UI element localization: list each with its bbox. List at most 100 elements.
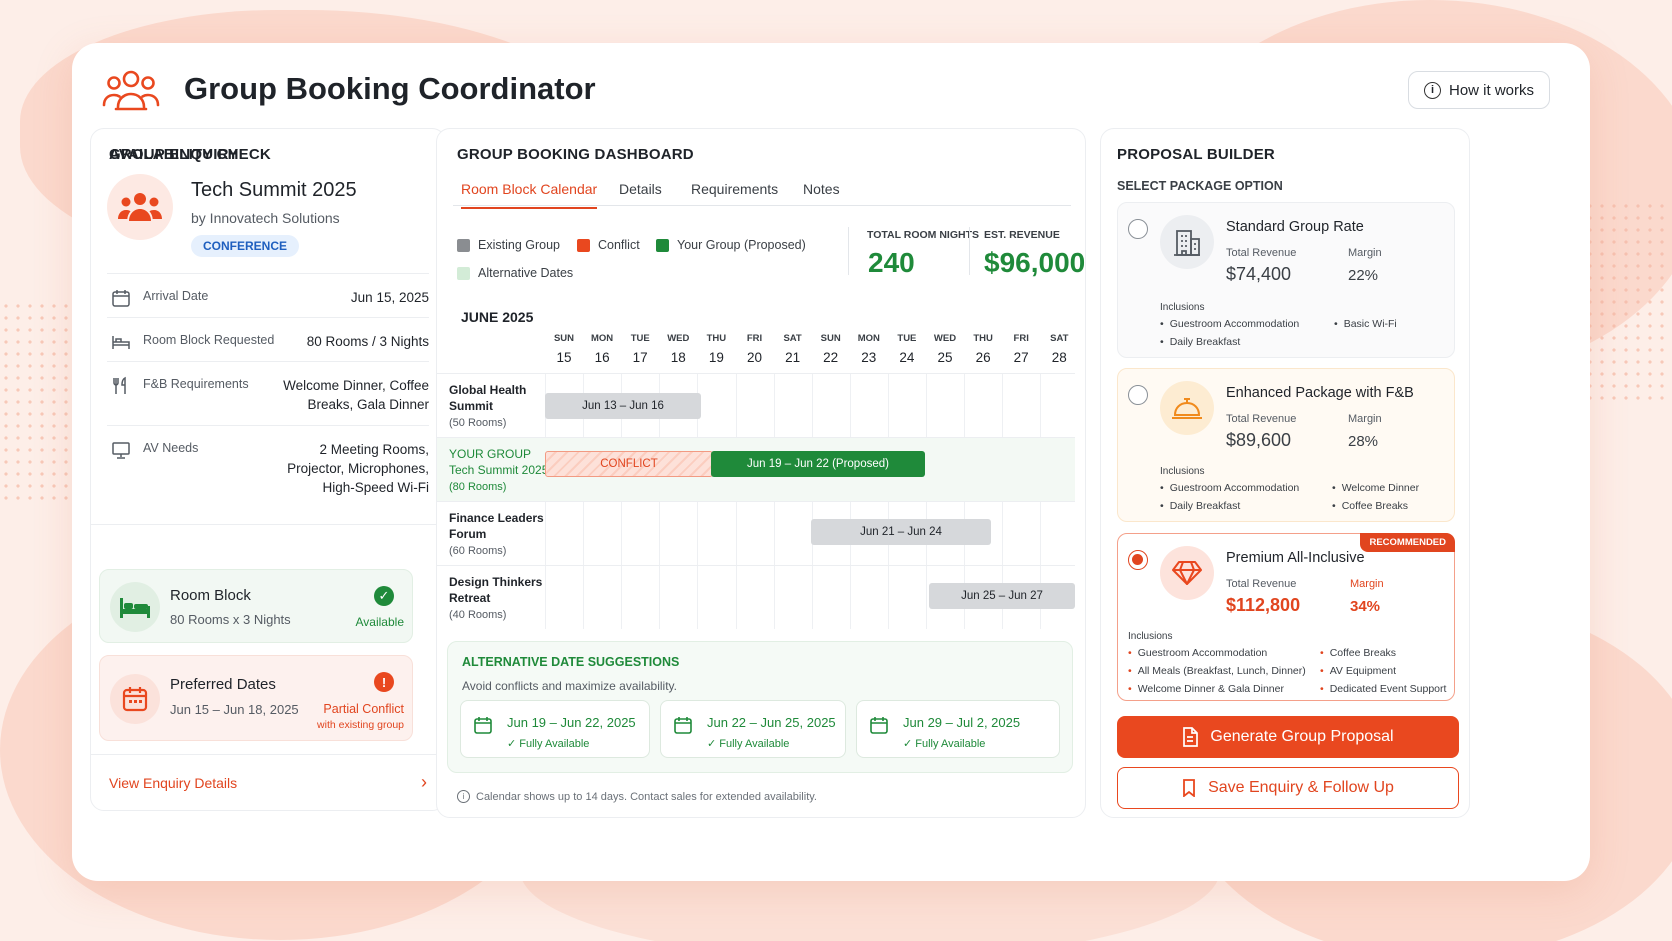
day-of-week: THU [706,333,727,344]
calendar-day-header: THU 19 [697,333,735,365]
preferred-dates-availability: Preferred Dates Jun 15 – Jun 18, 2025 ! … [99,655,413,741]
alternative-date-option[interactable]: Jun 19 – Jun 22, 2025 ✓ Fully Available [460,700,650,758]
legend-alternative: Alternative Dates [457,266,573,280]
calendar-day-header: FRI 20 [736,333,774,365]
proposed-booking-bar[interactable]: Jun 19 – Jun 22 (Proposed) [711,451,925,477]
tab-requirements[interactable]: Requirements [691,181,779,197]
fnb-label: F&B Requirements [143,377,249,391]
how-it-works-button[interactable]: i How it works [1408,71,1550,109]
inclusion-item: Dedicated Event Support [1320,683,1447,695]
bookmark-icon [1183,779,1195,797]
fork-knife-icon [113,376,126,394]
inclusion-item: All Meals (Breakfast, Lunch, Dinner) [1128,665,1306,677]
margin-value: 22% [1348,267,1379,284]
package-premium[interactable]: RECOMMENDED Premium All-Inclusive Total … [1117,533,1455,701]
calendar-month: JUNE 2025 [461,309,534,325]
page-title: Group Booking Coordinator [184,71,596,106]
calendar-day-header: SUN 22 [812,333,850,365]
calendar-icon [870,717,888,734]
conflict-bar[interactable]: CONFLICT [545,451,713,477]
preferred-dates-detail: Jun 15 – Jun 18, 2025 [170,702,299,717]
group-name: Global Health Summit [449,383,527,413]
day-number: 28 [1051,350,1067,365]
day-of-week: THU [973,333,993,344]
service-bell-icon [1160,381,1214,435]
day-number: 25 [937,350,953,365]
av-needs-row: AV Needs 2 Meeting Rooms, Projector, Mic… [107,425,429,509]
package-standard[interactable]: Standard Group Rate Total Revenue $74,40… [1117,202,1455,358]
calendar-day-header: TUE 24 [888,333,926,365]
group-name: Finance Leaders Forum [449,511,544,541]
inclusion-item: AV Equipment [1320,665,1396,677]
revenue-value: $96,000 [984,247,1086,278]
package-name: Standard Group Rate [1226,219,1364,235]
inclusions-label: Inclusions [1160,302,1205,313]
tab-notes[interactable]: Notes [803,181,840,197]
calendar-day-header: THU 26 [964,333,1002,365]
alert-icon: ! [374,672,394,692]
building-icon [1160,215,1214,269]
package-radio[interactable] [1128,385,1148,405]
day-number: 15 [556,350,572,365]
room-block-row: Room Block Requested 80 Rooms / 3 Nights [107,317,429,361]
day-number: 26 [975,350,991,365]
diamond-icon [1160,546,1214,600]
alternative-status: ✓ Fully Available [903,738,986,750]
view-enquiry-details-link[interactable]: View Enquiry Details › [91,754,445,810]
generate-proposal-button[interactable]: Generate Group Proposal [1117,716,1459,758]
alternative-dates-title: ALTERNATIVE DATE SUGGESTIONS [462,655,680,669]
availability-title: AVAILABILITY CHECK [109,146,271,163]
margin-label: Margin [1350,578,1384,590]
group-enquiry-title: GROUP ENQUIRY [109,146,239,163]
legend-conflict: Conflict [577,238,640,252]
dashboard-title: GROUP BOOKING DASHBOARD [457,146,694,163]
monitor-icon [112,442,130,459]
revenue-value: $89,600 [1226,430,1292,450]
proposal-builder-panel: PROPOSAL BUILDER SELECT PACKAGE OPTION S… [1100,128,1470,818]
calendar-day-header: FRI 27 [1002,333,1040,365]
save-enquiry-button[interactable]: Save Enquiry & Follow Up [1117,767,1459,809]
group-rooms: (40 Rooms) [449,609,507,621]
booking-bar-finance-leaders[interactable]: Jun 21 – Jun 24 [811,519,991,545]
tab-room-block-calendar[interactable]: Room Block Calendar [461,181,598,209]
inclusion-item: Coffee Breaks [1320,647,1396,659]
inclusion-item: Coffee Breaks [1332,500,1408,512]
day-of-week: WED [933,333,957,344]
group-name: Design Thinkers Retreat [449,575,543,605]
package-enhanced[interactable]: Enhanced Package with F&B Total Revenue … [1117,368,1455,522]
dashboard-tabs: Room Block Calendar Details Requirements… [453,174,1071,209]
your-group-label: YOUR GROUP [449,447,532,461]
booking-bar-design-thinkers[interactable]: Jun 25 – Jun 27 [929,583,1075,609]
calendar-row-your-group: YOUR GROUP Tech Summit 2025 (80 Rooms) CON… [437,437,1075,501]
legend-existing: Existing Group [457,238,560,252]
day-number: 17 [632,350,648,365]
day-of-week: WED [667,333,690,344]
day-number: 27 [1013,350,1029,365]
fnb-value: Welcome Dinner, Coffee Breaks, Gala Dinn… [283,378,429,412]
alternative-date-option[interactable]: Jun 22 – Jun 25, 2025 ✓ Fully Available [660,700,846,758]
day-of-week: MON [591,333,614,344]
tab-details[interactable]: Details [619,181,662,197]
day-of-week: TUE [897,333,917,344]
calendar-day-header: MON 16 [583,333,621,365]
margin-value: 34% [1350,598,1381,615]
day-of-week: SUN [820,333,841,344]
alternative-dates: Jun 19 – Jun 22, 2025 [507,715,636,730]
event-name: Tech Summit 2025 [191,179,357,201]
event-avatar [107,174,173,240]
revenue-label: EST. REVENUE [984,229,1060,241]
package-radio[interactable] [1128,219,1148,239]
booking-bar-global-health[interactable]: Jun 13 – Jun 16 [545,393,701,419]
calendar-day-header: WED 25 [926,333,964,365]
dashboard-panel: GROUP BOOKING DASHBOARD Room Block Calen… [436,128,1086,818]
room-nights-label: TOTAL ROOM NIGHTS [867,229,979,241]
select-package-label: SELECT PACKAGE OPTION [1117,179,1283,193]
day-number: 19 [708,350,724,365]
day-of-week: SAT [1050,333,1069,344]
day-of-week: MON [857,333,880,344]
day-number: 21 [785,350,801,365]
package-radio-selected[interactable] [1128,550,1148,570]
group-name: Tech Summit 2025 [449,463,549,477]
alternative-date-option[interactable]: Jun 29 – Jul 2, 2025 ✓ Fully Available [856,700,1060,758]
calendar-row: Finance Leaders Forum (60 Rooms) Jun 21 –… [437,501,1075,565]
